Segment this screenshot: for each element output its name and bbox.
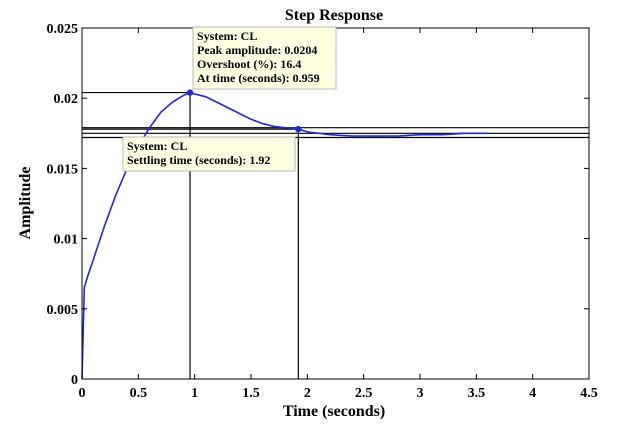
response-curve <box>81 91 488 380</box>
data-tip-line: Settling time (seconds): 1.92 <box>127 153 270 167</box>
x-tick-label: 1 <box>191 386 198 401</box>
series-line <box>81 91 488 380</box>
y-tick-label: 0.025 <box>47 22 79 37</box>
data-tip-box <box>122 136 296 172</box>
x-tick-label: 0 <box>79 386 86 401</box>
peak-marker[interactable] <box>186 89 194 96</box>
x-tick-label: 3 <box>417 386 424 401</box>
settling-marker[interactable] <box>295 125 302 133</box>
y-tick-label: 0.01 <box>54 233 79 248</box>
data-tip-line: System: CL <box>127 139 187 153</box>
y-axis-label: Amplitude <box>17 167 34 240</box>
y-tick-label: 0.005 <box>47 303 79 318</box>
x-tick-label: 4 <box>529 386 536 401</box>
y-tick-label: 0 <box>71 373 78 388</box>
y-tick-label: 0.015 <box>47 162 79 177</box>
x-tick-label: 2.5 <box>355 386 373 401</box>
data-tip-markers <box>186 89 302 133</box>
data-tip-line: Peak amplitude: 0.0204 <box>197 43 317 57</box>
x-tick-label: 2 <box>304 386 311 401</box>
x-axis-label: Time (seconds) <box>283 403 385 420</box>
x-tick-label: 3.5 <box>468 386 486 401</box>
chart-title: Step Response <box>285 7 383 24</box>
x-tick-label: 4.5 <box>580 386 598 401</box>
data-tip-box <box>192 26 337 90</box>
data-tip-line: System: CL <box>197 29 257 43</box>
y-axis-ticks: 0 0.005 0.01 0.015 0.02 0.025 <box>47 22 589 388</box>
x-tick-label: 1.5 <box>242 386 260 401</box>
data-tip-line: At time (seconds): 0.959 <box>197 71 320 85</box>
y-tick-label: 0.02 <box>54 92 79 107</box>
x-tick-label: 0.5 <box>130 386 148 401</box>
data-tip-line: Overshoot (%): 16.4 <box>197 57 301 71</box>
